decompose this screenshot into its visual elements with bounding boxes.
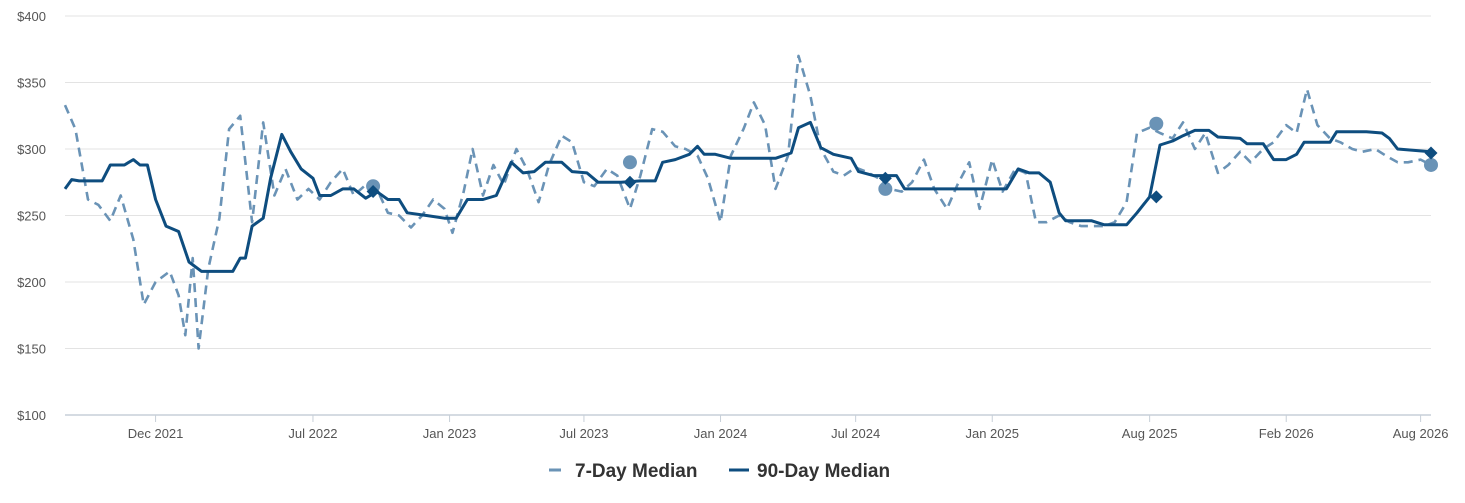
y-tick-label: $300 [17,142,46,157]
x-tick-label: Feb 2026 [1259,426,1314,441]
x-tick-label: Jan 2023 [423,426,477,441]
legend: 7-Day Median 90-Day Median [549,461,890,482]
x-tick-label: Aug 2026 [1393,426,1449,441]
y-axis: $100 $150 $200 $250 $300 $350 $400 [17,9,46,423]
y-tick-label: $350 [17,76,46,91]
x-tick-label: Jul 2022 [288,426,337,441]
x-tick-label: Jan 2025 [965,426,1019,441]
series-marker-circle [878,181,893,196]
x-tick-label: Jul 2024 [831,426,880,441]
series-marker-circle [1424,157,1438,172]
series-marker-diamond [623,175,637,189]
y-tick-label: $250 [17,209,46,224]
x-tick-label: Dec 2021 [128,426,184,441]
y-tick-label: $400 [17,9,46,24]
y-tick-label: $100 [17,408,46,423]
series-line-90-day-median [63,120,1432,273]
series-lines [63,54,1432,350]
series-marker-diamond [878,171,892,185]
series-line-7-day-median [63,54,1432,350]
legend-label: 7-Day Median [575,461,697,482]
series-marker-circle [622,155,637,170]
series-marker-diamond [1424,146,1438,160]
series-marker-circle [1149,116,1164,131]
series-markers [366,116,1438,204]
series-marker-diamond [366,185,380,199]
x-tick-label: Aug 2025 [1122,426,1178,441]
x-tick-label: Jul 2023 [559,426,608,441]
x-tick-label: Jan 2024 [694,426,748,441]
y-tick-label: $150 [17,342,46,357]
series-marker-diamond [1149,190,1163,204]
x-axis: Dec 2021 Jul 2022 Jan 2023 Jul 2023 Jan 2024… [65,414,1449,441]
legend-label: 90-Day Median [757,461,890,482]
gridlines [65,15,1431,416]
y-tick-label: $200 [17,275,46,290]
